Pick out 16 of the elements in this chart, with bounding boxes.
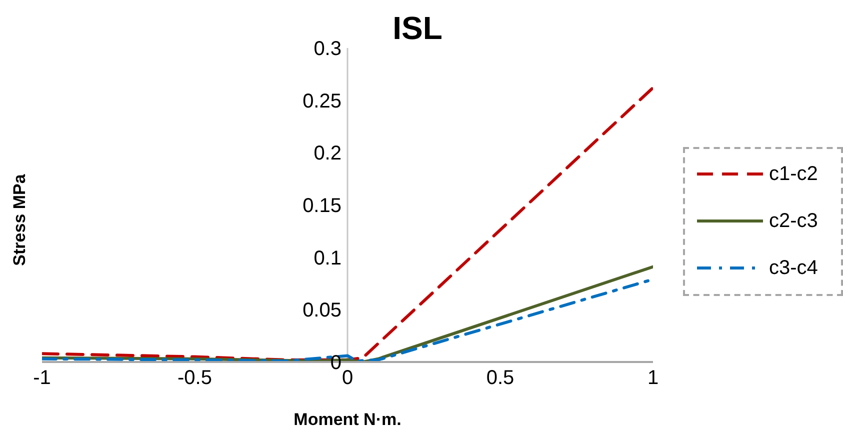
y-tick-label: 0.05 — [302, 300, 342, 322]
y-axis-title: Stress MPa — [10, 174, 30, 266]
y-tick-label: 0.1 — [314, 247, 342, 270]
y-tick-label: 0.25 — [302, 90, 342, 112]
x-tick-label: 0.5 — [486, 367, 514, 390]
y-tick-label: 0.15 — [302, 195, 342, 217]
y-tick-label: 0.2 — [314, 142, 342, 165]
x-axis-title: Moment N·m. — [292, 410, 402, 430]
x-tick-label: 1 — [647, 367, 659, 390]
y-tick-label: 0.3 — [314, 38, 342, 60]
x-tick-label: -0.5 — [178, 367, 212, 390]
legend-label: c1-c2 — [769, 162, 818, 186]
legend-label: c2-c3 — [769, 210, 818, 232]
legend-label: c3-c4 — [769, 256, 818, 280]
x-tick-label: -1 — [33, 367, 51, 390]
chart-title: ISL — [392, 10, 442, 46]
